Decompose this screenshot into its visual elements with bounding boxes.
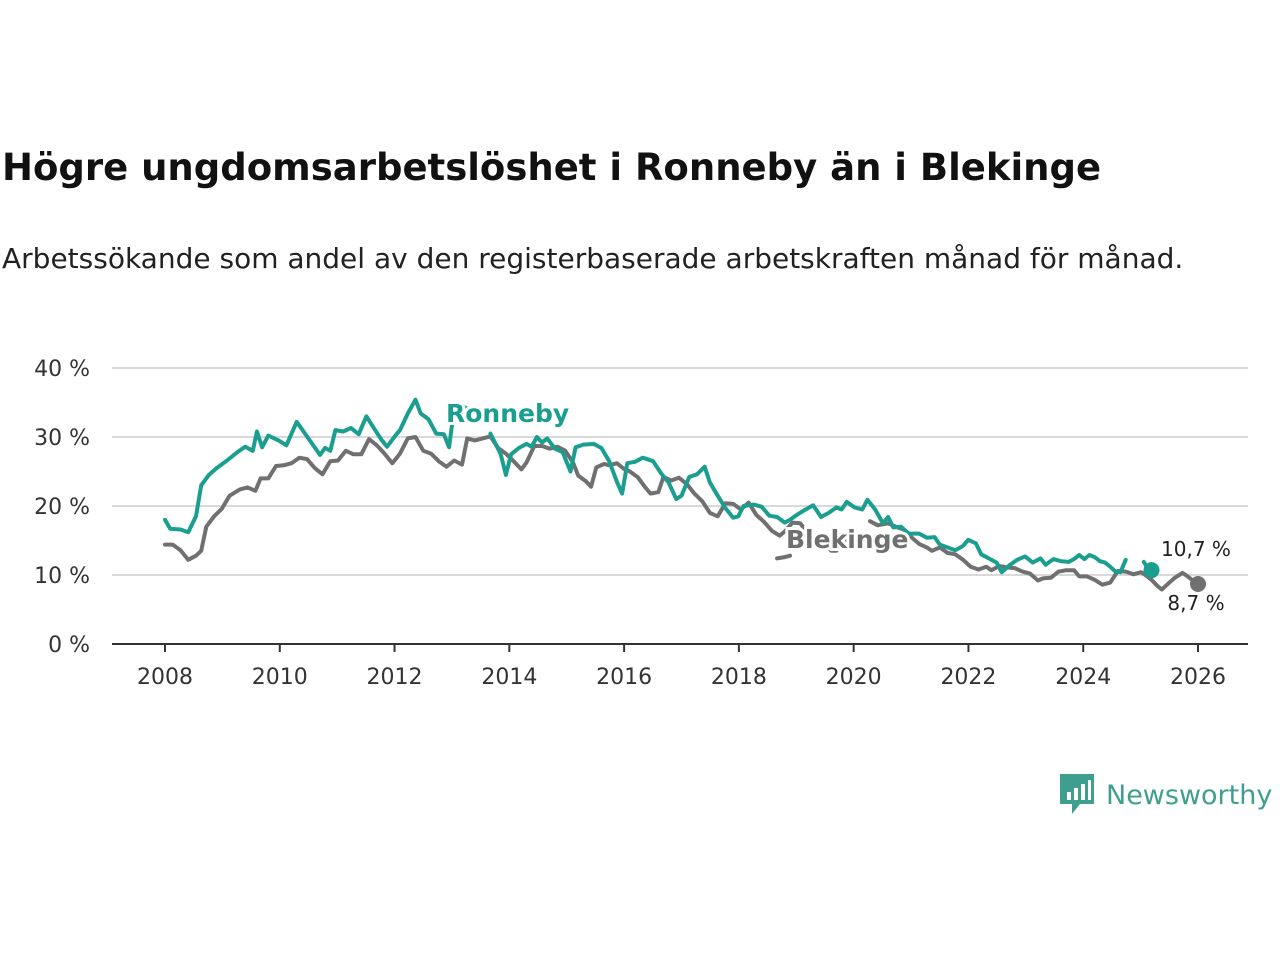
y-tick-label: 20 % bbox=[34, 495, 90, 520]
series-label-ronneby: Ronneby bbox=[446, 399, 569, 428]
series-line-ronneby bbox=[163, 397, 470, 535]
x-tick-label: 2016 bbox=[596, 665, 652, 690]
newsworthy-logo-icon bbox=[1060, 774, 1094, 814]
x-axis: 2008 2010 2012 2014 2016 2018 2020 2022 2024 2026 bbox=[112, 643, 1248, 690]
x-tick-label: 2024 bbox=[1055, 665, 1111, 690]
x-tick-label: 2010 bbox=[252, 665, 308, 690]
line-chart: 0 % 10 % 20 % 30 % 40 % 2008 2010 2012 2014 2016… bbox=[34, 357, 1248, 690]
y-tick-label: 0 % bbox=[48, 633, 90, 658]
x-tick-label: 2020 bbox=[826, 665, 882, 690]
x-tick-label: 2026 bbox=[1170, 665, 1226, 690]
brand-name: Newsworthy bbox=[1106, 779, 1273, 811]
end-label-blekinge: 8,7 % bbox=[1167, 591, 1224, 615]
newsworthy-brand[interactable]: Newsworthy bbox=[1058, 772, 1272, 818]
gridlines bbox=[112, 367, 1248, 576]
chart-subtitle: Arbetssökande som andel av den registerb… bbox=[2, 242, 1184, 275]
y-tick-label: 30 % bbox=[34, 426, 90, 451]
series-labels: Ronneby Blekinge bbox=[443, 396, 911, 557]
chart-title: Högre ungdomsarbetslöshet i Ronneby än i… bbox=[2, 146, 1102, 189]
series-label-blekinge: Blekinge bbox=[786, 525, 908, 554]
end-points: 10,7 % 8,7 % bbox=[1143, 537, 1231, 615]
series-lines bbox=[163, 397, 1200, 592]
series-line-blekinge bbox=[775, 553, 792, 561]
y-tick-label: 40 % bbox=[34, 357, 90, 382]
x-tick-label: 2022 bbox=[940, 665, 996, 690]
x-tick-label: 2012 bbox=[367, 665, 423, 690]
series-line-blekinge bbox=[163, 434, 849, 562]
series-line-ronneby bbox=[488, 431, 1128, 575]
y-tick-label: 10 % bbox=[34, 564, 90, 589]
x-tick-label: 2014 bbox=[481, 665, 537, 690]
x-tick-label: 2018 bbox=[711, 665, 767, 690]
end-dot-blekinge bbox=[1190, 575, 1206, 592]
series-line-blekinge bbox=[868, 519, 1200, 592]
end-label-ronneby: 10,7 % bbox=[1161, 537, 1231, 561]
end-dot-ronneby bbox=[1143, 562, 1160, 579]
y-axis-ticks: 0 % 10 % 20 % 30 % 40 % bbox=[34, 357, 90, 658]
x-tick-label: 2008 bbox=[137, 665, 193, 690]
